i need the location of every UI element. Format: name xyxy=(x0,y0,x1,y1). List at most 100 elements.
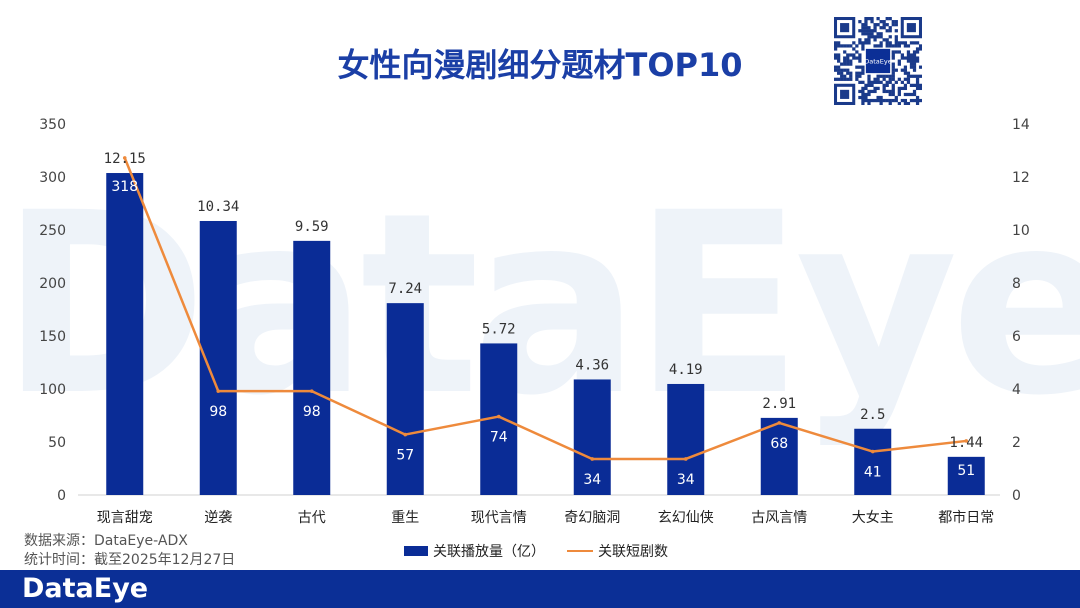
qr-module xyxy=(873,98,877,103)
y-axis-left: 0 50 100 150 200 250 300 350 xyxy=(39,117,66,504)
y-left-tick-label: 150 xyxy=(39,329,66,345)
qr-module xyxy=(840,77,844,81)
qr-module xyxy=(861,89,865,94)
bar-4 xyxy=(386,303,424,495)
qr-module xyxy=(855,50,859,54)
qr-module xyxy=(906,101,911,105)
qr-module xyxy=(858,56,862,60)
bar-7 xyxy=(667,383,705,495)
qr-module xyxy=(894,23,898,27)
line-point-1 xyxy=(122,156,127,160)
qr-module xyxy=(858,53,862,57)
line-path xyxy=(123,157,967,461)
qr-module xyxy=(885,29,889,33)
qr-module xyxy=(870,29,874,33)
qr-module xyxy=(879,95,883,100)
qr-module xyxy=(912,56,917,60)
qr-module xyxy=(909,56,914,60)
x-category-label: 现言甜宠 xyxy=(97,510,153,526)
qr-module xyxy=(909,53,914,57)
qr-module xyxy=(846,53,850,57)
qr-module xyxy=(858,20,862,24)
line-point-5 xyxy=(496,414,501,419)
qr-module xyxy=(855,77,859,81)
qr-module xyxy=(855,56,859,60)
qr-module xyxy=(906,71,911,75)
qr-module xyxy=(885,23,889,27)
qr-module xyxy=(915,101,920,105)
bar-value-label: 12.15 xyxy=(104,151,146,167)
stat-time-line: 统计时间：截至2025年12月27日 xyxy=(24,552,236,568)
y-left-tick-label: 200 xyxy=(39,276,66,292)
qr-module xyxy=(879,32,883,36)
qr-module xyxy=(861,47,865,51)
qr-module xyxy=(858,65,862,69)
qr-module xyxy=(882,77,886,81)
qr-module xyxy=(891,74,895,78)
qr-module xyxy=(873,26,877,30)
qr-module xyxy=(858,29,862,33)
bar-value-label: 7.24 xyxy=(388,281,422,297)
qr-module xyxy=(891,62,895,66)
qr-module xyxy=(915,83,920,87)
qr-module xyxy=(858,38,862,42)
qr-module xyxy=(834,44,838,48)
qr-module xyxy=(891,65,895,69)
qr-module xyxy=(861,41,865,45)
qr-module xyxy=(837,65,841,69)
qr-module xyxy=(918,44,922,48)
line-value-label: 98 xyxy=(303,404,321,420)
qr-module xyxy=(852,41,856,45)
qr-module xyxy=(858,95,862,100)
y-right-tick-label: 8 xyxy=(1012,276,1021,292)
qr-module xyxy=(915,98,920,103)
qr-module xyxy=(861,68,865,72)
qr-module xyxy=(858,89,862,94)
qr-module xyxy=(888,77,892,81)
qr-module xyxy=(867,101,871,105)
qr-module xyxy=(861,98,865,103)
qr-module xyxy=(915,77,920,81)
qr-module xyxy=(912,41,917,45)
qr-module xyxy=(903,83,908,87)
qr-module xyxy=(861,86,865,91)
qr-module xyxy=(876,74,880,78)
qr-module xyxy=(861,80,865,84)
bar-8 xyxy=(760,417,798,495)
line-value-label: 51 xyxy=(957,463,975,479)
qr-module xyxy=(834,47,838,51)
qr-module xyxy=(912,74,917,78)
qr-module xyxy=(867,80,871,84)
qr-module xyxy=(864,92,868,97)
qr-module xyxy=(915,50,920,54)
qr-module xyxy=(849,44,853,48)
qr-module xyxy=(843,56,847,60)
qr-module xyxy=(885,38,889,42)
qr-module xyxy=(837,41,841,45)
qr-module xyxy=(837,59,841,63)
qr-module xyxy=(909,83,914,87)
bar-6 xyxy=(573,379,611,495)
x-category-label: 逆袭 xyxy=(204,510,232,526)
qr-module xyxy=(834,53,838,57)
bar-10 xyxy=(947,456,985,495)
qr-module xyxy=(864,23,868,27)
qr-module xyxy=(891,89,895,94)
qr-module xyxy=(885,44,889,48)
qr-module xyxy=(870,35,874,39)
y-right-tick-label: 4 xyxy=(1012,382,1021,398)
qr-module xyxy=(912,83,917,87)
qr-module xyxy=(891,86,895,91)
line-point-8 xyxy=(777,421,782,425)
line-point-3 xyxy=(309,389,314,393)
qr-module xyxy=(861,44,865,48)
qr-module xyxy=(888,92,892,97)
qr-module xyxy=(867,83,871,87)
qr-module xyxy=(834,68,838,72)
legend: 关联播放量（亿） 关联短剧数 xyxy=(404,541,668,561)
watermark-logo: DataEye xyxy=(0,159,1080,450)
qr-module xyxy=(888,98,892,103)
qr-module xyxy=(837,68,841,72)
qr-module xyxy=(837,56,841,60)
